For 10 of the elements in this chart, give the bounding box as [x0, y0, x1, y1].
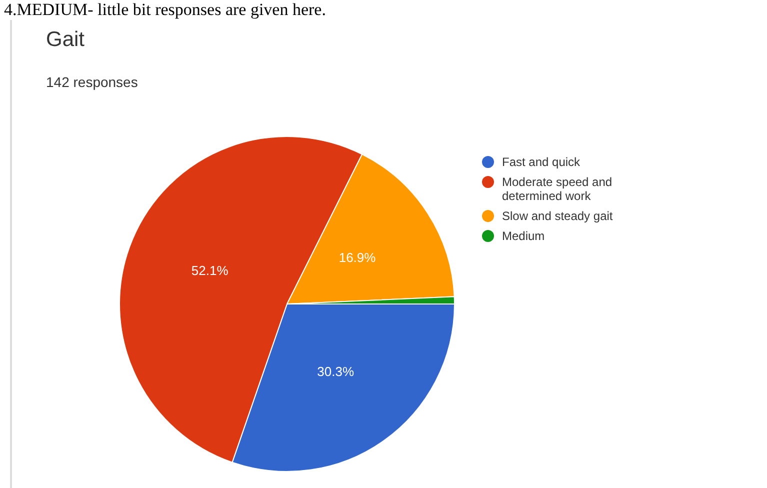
legend-label: Slow and steady gait — [502, 209, 614, 223]
data-label: 52.1% — [191, 263, 229, 278]
chart-title: Gait — [46, 28, 85, 52]
data-label: 30.3% — [317, 364, 354, 379]
text: 4.MEDIUM- little bit responses are given here. — [4, 0, 326, 20]
chart-subtitle: 142 responses — [46, 74, 138, 90]
legend-label: Medium — [502, 229, 546, 243]
data-label: 16.9% — [338, 250, 376, 266]
legend-label: Moderate speed and determined work — [502, 175, 614, 203]
legend-label: Fast and quick — [502, 155, 582, 169]
